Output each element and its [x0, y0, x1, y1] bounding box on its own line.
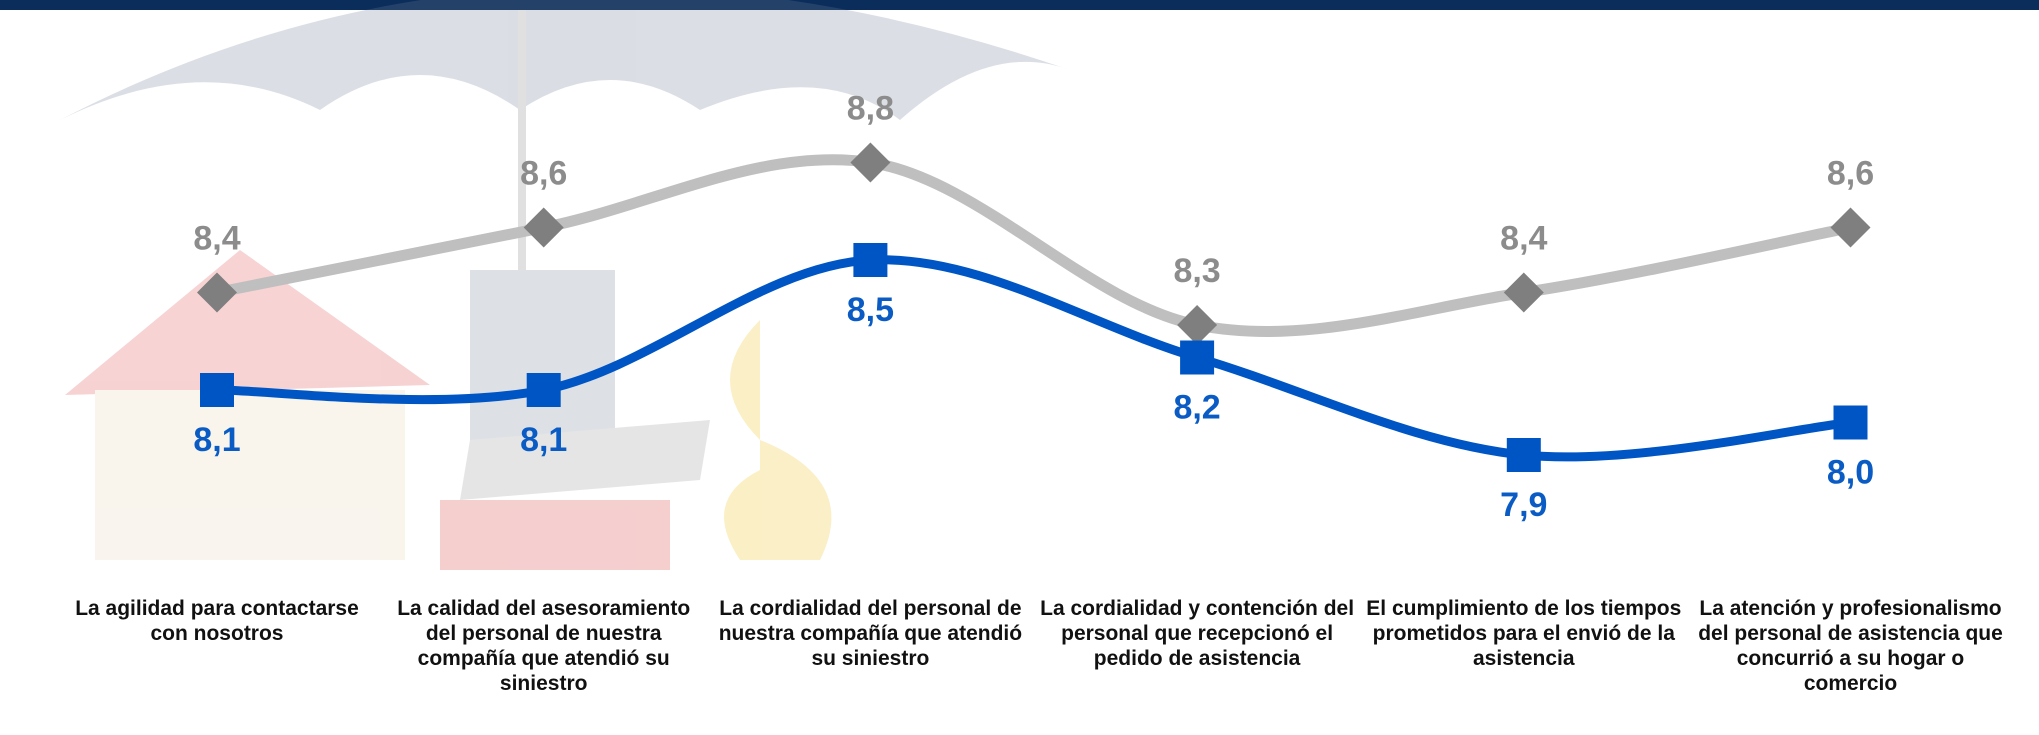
- top-band: [0, 0, 2039, 10]
- marker: [197, 272, 237, 313]
- x-tick-label: La atención y profesionalismo del person…: [1698, 597, 2003, 695]
- marker: [1180, 340, 1215, 375]
- series-line: [216, 255, 1851, 462]
- marker: [1506, 438, 1541, 472]
- marker: [523, 207, 564, 248]
- value-label: 8,8: [847, 89, 894, 127]
- x-tick-label: La calidad del asesoramiento del persona…: [397, 597, 691, 695]
- x-tick-label: La cordialidad y contención del personal…: [1040, 597, 1355, 670]
- value-label: 8,5: [847, 291, 894, 329]
- marker: [850, 142, 891, 183]
- value-label: 8,4: [1500, 219, 1547, 257]
- value-label: 8,1: [520, 421, 567, 459]
- marker: [1830, 207, 1871, 248]
- marker: [1503, 272, 1544, 313]
- x-tick-label: La agilidad para contactarse con nosotro…: [75, 597, 359, 645]
- marker: [1177, 305, 1218, 345]
- x-tick-label: La cordialidad del personal de nuestra c…: [718, 597, 1023, 670]
- value-label: 7,9: [1500, 486, 1547, 524]
- marker: [1833, 405, 1868, 440]
- marker: [200, 373, 234, 407]
- value-label: 8,3: [1173, 252, 1220, 290]
- value-label: 8,6: [1827, 154, 1874, 192]
- series-line: [215, 154, 1852, 338]
- value-label: 8,2: [1173, 388, 1220, 426]
- value-label: 8,0: [1827, 453, 1874, 491]
- background-illustration: [60, 0, 1070, 570]
- x-tick-label: El cumplimiento de los tiempos prometido…: [1366, 597, 1682, 670]
- marker: [853, 243, 888, 277]
- value-label: 8,4: [193, 219, 240, 257]
- marker: [526, 373, 561, 407]
- value-label: 8,6: [520, 154, 567, 192]
- value-label: 8,1: [193, 421, 240, 459]
